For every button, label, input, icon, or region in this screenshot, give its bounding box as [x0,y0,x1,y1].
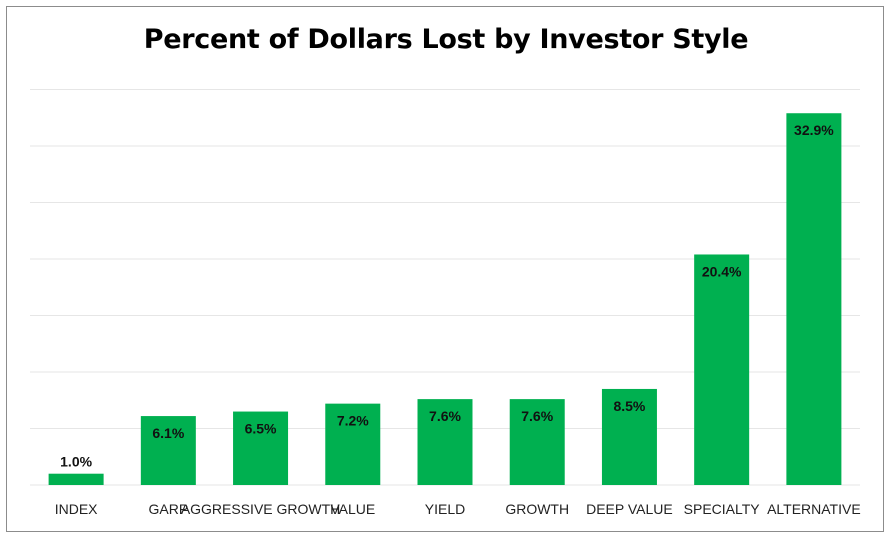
bar-index [48,473,104,485]
bar-garp [140,416,196,485]
x-tick-label: DEEP VALUE [586,501,673,517]
bar-alternative [786,113,842,485]
x-tick-label: AGGRESSIVE GROWTH [181,501,340,517]
bar-growth [509,399,565,485]
bar-value [325,403,381,485]
data-label: 20.4% [702,263,742,279]
data-labels: 1.0% 6.1% 6.5% 7.2% 7.6% 7.6% 8.5% 20.4% 32.9% [60,122,834,469]
x-tick-label: VALUE [330,501,375,517]
x-tick-label: GARP [148,501,188,517]
x-tick-label: YIELD [425,501,465,517]
bar-aggressive-growth [233,411,289,485]
data-label: 6.5% [245,421,277,437]
x-tick-label: ALTERNATIVE [767,501,861,517]
data-label: 6.1% [152,425,184,441]
data-label: 7.6% [521,408,553,424]
data-label: 1.0% [60,454,92,470]
bar-deep-value [601,388,657,485]
bar-yield [417,399,473,485]
x-tick-label: SPECIALTY [684,501,761,517]
x-tick-label: GROWTH [505,501,569,517]
data-label: 8.5% [613,398,645,414]
x-tick-label: INDEX [55,501,98,517]
data-label: 7.6% [429,408,461,424]
bar-specialty [694,254,750,485]
data-label: 32.9% [794,122,834,138]
bars [48,113,842,485]
chart-title: Percent of Dollars Lost by Investor Styl… [143,24,749,55]
data-label: 7.2% [337,413,369,429]
